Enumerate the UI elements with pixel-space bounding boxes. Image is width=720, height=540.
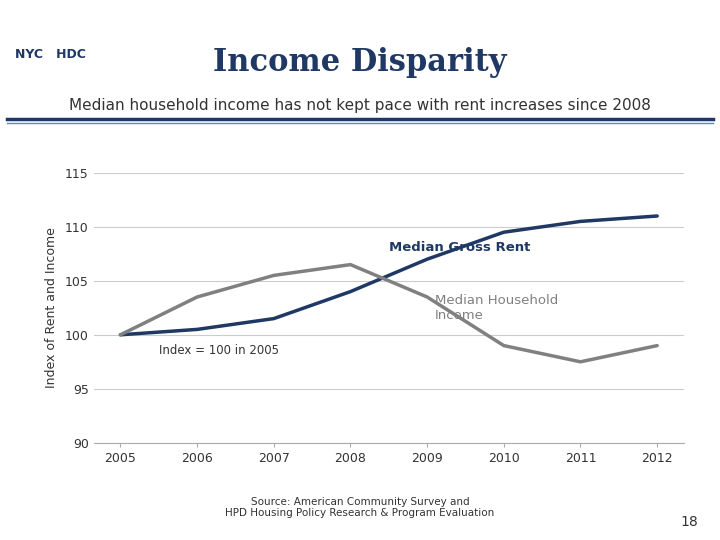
Text: Median Gross Rent: Median Gross Rent <box>389 240 530 254</box>
Text: Income Disparity: Income Disparity <box>213 46 507 78</box>
Text: Source: American Community Survey and
HPD Housing Policy Research & Program Eval: Source: American Community Survey and HP… <box>225 497 495 518</box>
Y-axis label: Index of Rent and Income: Index of Rent and Income <box>45 227 58 388</box>
Text: Median household income has not kept pace with rent increases since 2008: Median household income has not kept pac… <box>69 98 651 113</box>
Text: Median Household
Income: Median Household Income <box>435 294 558 322</box>
Text: 18: 18 <box>680 515 698 529</box>
Text: Index = 100 in 2005: Index = 100 in 2005 <box>159 344 279 357</box>
Text: NYC   HDC: NYC HDC <box>15 48 86 60</box>
